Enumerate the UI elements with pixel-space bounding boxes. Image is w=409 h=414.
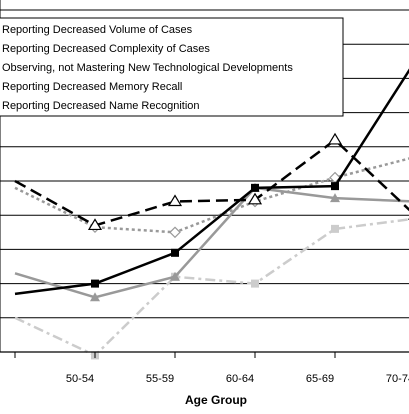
series-reporting-decreased-volume-of-cases (14, 68, 409, 296)
legend-entry: Reporting Decreased Volume of Cases (2, 24, 193, 36)
x-tick-label: 65-69 (306, 373, 334, 385)
series-layer (14, 68, 409, 360)
series-reporting-decreased-complexity-of-cases-marker (247, 192, 263, 205)
legend-entry: Reporting Decreased Name Recognition (2, 100, 200, 112)
series-reporting-decreased-complexity-of-cases-marker (167, 194, 183, 207)
series-reporting-decreased-complexity-of-cases-marker (87, 218, 103, 231)
legend-entry: Reporting Decreased Complexity of Cases (2, 43, 210, 55)
series-reporting-decreased-volume-of-cases-line (14, 68, 409, 296)
x-tick-label: 70-74 (386, 373, 409, 385)
x-tick-label: 55-59 (146, 373, 174, 385)
legend: Reporting Decreased Volume of Cases Repor… (0, 17, 344, 117)
series-reporting-decreased-complexity-of-cases-line (14, 138, 409, 227)
series-observing-not-mastering-new-technological-developments-marker (169, 226, 181, 239)
series-reporting-decreased-name-recognition-line (14, 218, 409, 357)
series-reporting-decreased-memory-recall-line (14, 186, 409, 299)
series-reporting-decreased-memory-recall-marker (90, 292, 100, 302)
x-axis-label: Age Group (185, 393, 247, 407)
series-observing-not-mastering-new-technological-developments-line (14, 157, 409, 234)
series-reporting-decreased-memory-recall-marker (330, 193, 340, 203)
series-reporting-decreased-memory-recall-marker (170, 271, 180, 281)
legend-entry: Observing, not Mastering New Technologic… (2, 62, 293, 74)
legend-box (0, 17, 344, 117)
series-reporting-decreased-volume-of-cases-marker (171, 248, 179, 257)
series-reporting-decreased-volume-of-cases-marker (251, 183, 259, 192)
x-tick-label: 60-64 (226, 373, 254, 385)
x-axis: 50-54 55-59 60-64 65-69 70-74 (0, 0, 409, 385)
series-reporting-decreased-name-recognition-marker (331, 224, 339, 233)
series-reporting-decreased-volume-of-cases-marker (91, 279, 99, 288)
series-reporting-decreased-name-recognition-marker (251, 279, 259, 288)
legend-entry: Reporting Decreased Memory Recall (2, 81, 182, 93)
series-reporting-decreased-complexity-of-cases (14, 132, 409, 231)
series-reporting-decreased-volume-of-cases-marker (331, 182, 339, 191)
series-reporting-decreased-complexity-of-cases-marker (327, 132, 343, 145)
x-tick-label: 50-54 (66, 373, 94, 385)
